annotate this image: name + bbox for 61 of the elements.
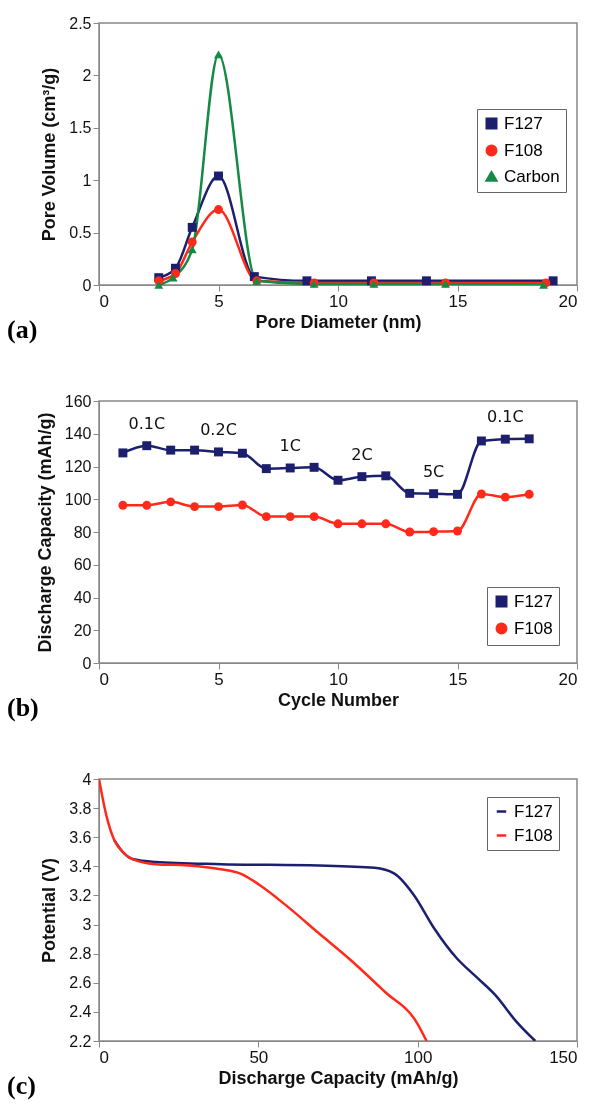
x-tick-label: 100	[403, 1047, 433, 1067]
y-tick-label: 120	[64, 458, 92, 475]
y-tick-label: 100	[64, 490, 92, 508]
y-tick-label: 2	[82, 66, 92, 84]
y-tick-label: 160	[64, 392, 92, 410]
x-tick-label: 0	[99, 291, 109, 311]
y-tick-label: 80	[73, 523, 92, 541]
y-tick-label: 3.4	[69, 857, 92, 875]
x-tick-label: 10	[329, 669, 348, 689]
x-tick-label: 10	[329, 291, 348, 311]
legend-label: F127	[514, 801, 553, 821]
legend-label: F108	[514, 825, 553, 845]
text: (a)	[7, 315, 38, 344]
x-tick-label: 5	[214, 291, 224, 311]
y-tick-label: 20	[73, 621, 92, 639]
x-tick-label: 20	[558, 291, 578, 311]
x-axis-title: Pore Diameter (nm)	[255, 311, 422, 332]
legend-label: F108	[514, 618, 553, 638]
y-tick-label: 60	[73, 556, 92, 574]
x-tick-label: 5	[214, 669, 224, 689]
annotation: 0.2C	[200, 419, 237, 439]
y-tick-label: 1.5	[69, 119, 92, 137]
annotation: 0.1C	[486, 407, 524, 427]
y-tick-label: 0	[82, 654, 92, 672]
y-tick-label: 140	[64, 425, 92, 443]
legend-label: F127	[504, 113, 543, 133]
y-tick-label: 2.4	[69, 1003, 92, 1021]
y-tick-label: 3	[82, 916, 92, 934]
y-axis-title: Discharge Capacity (mAh/g)	[34, 412, 55, 653]
annotation: 1C	[279, 435, 301, 455]
y-tick-label: 2.2	[69, 1032, 92, 1050]
y-axis-title: Potential (V)	[39, 857, 60, 964]
x-tick-label: 0	[99, 669, 109, 689]
y-tick-label: 40	[73, 589, 92, 606]
text: (c)	[7, 1071, 36, 1100]
x-tick-label: 0	[99, 1047, 109, 1067]
y-tick-label: 3.8	[69, 799, 92, 817]
y-axis-title: Pore Volume (cm³/g)	[39, 67, 60, 242]
y-tick-label: 2.6	[69, 974, 92, 992]
y-tick-label: 0.5	[69, 224, 92, 242]
x-tick-label: 50	[249, 1047, 269, 1067]
x-axis-title: Cycle Number	[277, 689, 400, 710]
y-tick-label: 0	[82, 276, 92, 294]
annotation: 0.1C	[128, 413, 166, 433]
annotation: 2C	[351, 444, 373, 464]
y-tick-label: 2.5	[69, 14, 92, 32]
legend-label: Carbon	[504, 166, 560, 186]
y-tick-label: 2.8	[69, 945, 92, 963]
x-axis-title: Discharge Capacity (mAh/g)	[218, 1067, 459, 1088]
x-tick-label: 15	[448, 291, 468, 311]
y-tick-label: 4	[82, 770, 92, 788]
legend-label: F108	[504, 140, 543, 160]
legend-label: F127	[514, 591, 553, 611]
annotation: 5C	[422, 461, 445, 481]
x-tick-label: 15	[448, 669, 468, 689]
x-tick-label: 150	[549, 1047, 578, 1067]
text: (b)	[7, 693, 39, 722]
x-tick-label: 20	[558, 669, 578, 689]
y-tick-label: 3.6	[69, 828, 92, 846]
y-tick-label: 1	[82, 171, 92, 189]
y-tick-label: 3.2	[69, 886, 92, 904]
